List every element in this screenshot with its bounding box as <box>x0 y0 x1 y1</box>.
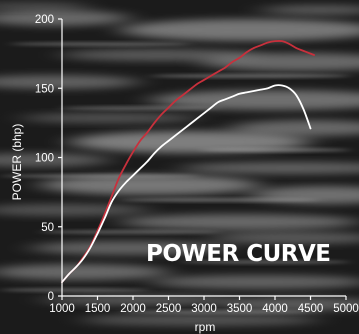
y-axis-label: POWER (bhp) <box>10 124 24 201</box>
y-tick-label: 200 <box>35 14 54 26</box>
y-tick-label: 150 <box>35 83 54 95</box>
chart-title: POWER CURVE <box>146 241 331 267</box>
series-line-white <box>61 84 312 284</box>
series-layer <box>61 39 315 284</box>
x-tick-label: 3500 <box>227 303 253 315</box>
x-tick-label: 4000 <box>262 303 288 315</box>
x-tick-label: 5000 <box>333 303 359 315</box>
x-tick-label: 3000 <box>191 303 217 315</box>
x-axis-label: rpm <box>195 320 216 334</box>
x-tick-label: 1500 <box>85 303 111 315</box>
x-tick-label: 4500 <box>298 303 324 315</box>
x-axis-ticks: 1000 1500 2000 2500 3000 3500 4000 4500 5000 <box>49 296 359 315</box>
x-tick-label: 1000 <box>49 303 75 315</box>
y-tick-label: 0 <box>48 291 54 303</box>
series-line-red <box>61 39 315 284</box>
y-axis-ticks: 0 50 100 150 200 <box>35 14 62 303</box>
x-tick-label: 2000 <box>120 303 146 315</box>
x-tick-label: 2500 <box>156 303 182 315</box>
y-tick-label: 100 <box>35 153 54 165</box>
streak-texture <box>0 2 359 326</box>
y-tick-label: 50 <box>41 222 54 234</box>
